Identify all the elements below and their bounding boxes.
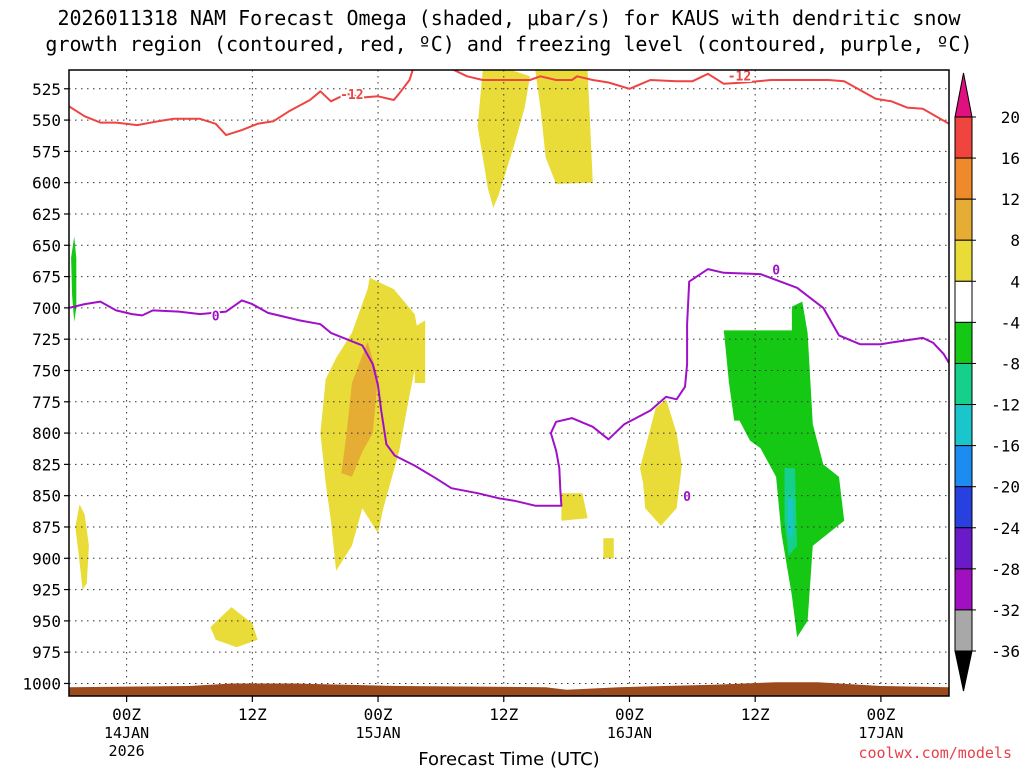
colorbar-top-arrow xyxy=(954,72,973,118)
y-tick-label: 825 xyxy=(32,455,61,474)
y-tick-label: 800 xyxy=(32,424,61,443)
colorbar-label: -12 xyxy=(991,396,1020,415)
colorbar: 20 16 12 8 4 -4 -8 -12 -16 -20 -24 -28 -32 -36 xyxy=(954,72,1020,692)
colorbar-label: 12 xyxy=(1001,190,1020,209)
x-tick-label: 00Z xyxy=(112,705,141,724)
colorbar-bottom-arrow xyxy=(954,650,973,692)
y-tick-label: 700 xyxy=(32,299,61,318)
colorbar-bin xyxy=(954,445,973,488)
colorbar-label: -24 xyxy=(991,519,1020,538)
colorbar-label: -8 xyxy=(1001,354,1020,373)
x-tick-label: 12Z xyxy=(489,705,518,724)
colorbar-label: -4 xyxy=(1001,313,1020,332)
y-tick-label: 650 xyxy=(32,236,61,255)
x-tick-label: 00Z xyxy=(866,705,895,724)
x-tick-label: 00Z xyxy=(615,705,644,724)
y-tick-label: 925 xyxy=(32,581,61,600)
colorbar-bin xyxy=(954,321,973,364)
y-tick-label: 900 xyxy=(32,549,61,568)
plot-frame xyxy=(68,69,950,697)
omega-region xyxy=(561,493,588,521)
credit-link[interactable]: coolwx.com/models xyxy=(858,744,1012,762)
omega-region xyxy=(210,607,258,648)
y-tick-label: 875 xyxy=(32,518,61,537)
colorbar-label: -32 xyxy=(991,601,1020,620)
omega-region xyxy=(341,341,378,477)
surface-terrain xyxy=(69,682,949,696)
y-tick-label: 750 xyxy=(32,361,61,380)
omega-region xyxy=(640,399,682,526)
contour-line xyxy=(69,268,949,507)
y-tick-label: 775 xyxy=(32,393,61,412)
surface-terrain-fill xyxy=(69,682,949,696)
y-tick-label: 1000 xyxy=(22,674,61,693)
colorbar-label: 16 xyxy=(1001,149,1020,168)
y-tick-label: 725 xyxy=(32,330,61,349)
contour-label: 0 xyxy=(772,263,780,278)
colorbar-label: -16 xyxy=(991,437,1020,456)
colorbar-bin xyxy=(954,157,973,200)
omega-region xyxy=(535,70,593,184)
y-tick-label: 600 xyxy=(32,174,61,193)
x-tick-label: 2026 xyxy=(109,742,145,760)
contour-label: -12 xyxy=(728,69,751,84)
colorbar-bin xyxy=(954,116,973,159)
x-tick-label: 12Z xyxy=(238,705,267,724)
y-tick-label: 525 xyxy=(32,80,61,99)
colorbar-label: 20 xyxy=(1001,108,1020,127)
x-tick-label: 17JAN xyxy=(858,724,903,742)
y-tick-label: 675 xyxy=(32,268,61,287)
colorbar-bin xyxy=(954,609,973,652)
contour-label: -12 xyxy=(340,88,363,103)
colorbar-bin xyxy=(954,239,973,282)
colorbar-bin xyxy=(954,280,973,323)
chart-title-line1: 2026011318 NAM Forecast Omega (shaded, μ… xyxy=(57,6,961,30)
y-tick-label: 550 xyxy=(32,111,61,130)
contour-label: 0 xyxy=(683,490,691,505)
x-tick-label: 00Z xyxy=(364,705,393,724)
y-tick-label: 850 xyxy=(32,487,61,506)
x-tick-label: 14JAN xyxy=(104,724,149,742)
omega-region xyxy=(71,236,77,322)
x-axis-label: Forecast Time (UTC) xyxy=(418,749,599,768)
colorbar-label: -36 xyxy=(991,642,1020,661)
colorbar-label: 4 xyxy=(1010,272,1020,291)
colorbar-label: 8 xyxy=(1010,231,1020,250)
colorbar-bin xyxy=(954,486,973,529)
colorbar-bin xyxy=(954,568,973,611)
contour-lines: -12 -12 0 0 0 xyxy=(69,69,949,507)
y-axis: 525 550 575 600 625 650 675 700 725 750 775 800 825 8… xyxy=(22,80,69,693)
plot-area: -12 -12 0 0 0 xyxy=(68,69,950,697)
grid-lines xyxy=(69,70,949,696)
y-tick-label: 575 xyxy=(32,142,61,161)
colorbar-bin xyxy=(954,198,973,241)
omega-region xyxy=(603,538,614,559)
y-tick-label: 950 xyxy=(32,612,61,631)
contour-label: 0 xyxy=(212,310,220,325)
omega-region xyxy=(477,70,530,208)
omega-region xyxy=(787,498,793,540)
omega-region xyxy=(723,301,845,638)
x-tick-label: 12Z xyxy=(741,705,770,724)
x-tick-label: 15JAN xyxy=(355,724,400,742)
y-tick-label: 975 xyxy=(32,643,61,662)
x-tick-label: 16JAN xyxy=(607,724,652,742)
omega-region xyxy=(414,320,426,383)
colorbar-label: -20 xyxy=(991,478,1020,497)
chart-title-line2: growth region (contoured, red, ºC) and f… xyxy=(45,32,972,56)
colorbar-bin xyxy=(954,404,973,447)
omega-region xyxy=(75,504,89,590)
omega-shading xyxy=(71,70,845,648)
colorbar-bin xyxy=(954,527,973,570)
contour-line xyxy=(69,70,949,137)
y-tick-label: 625 xyxy=(32,205,61,224)
colorbar-bin xyxy=(954,362,973,406)
colorbar-label: -28 xyxy=(991,560,1020,579)
